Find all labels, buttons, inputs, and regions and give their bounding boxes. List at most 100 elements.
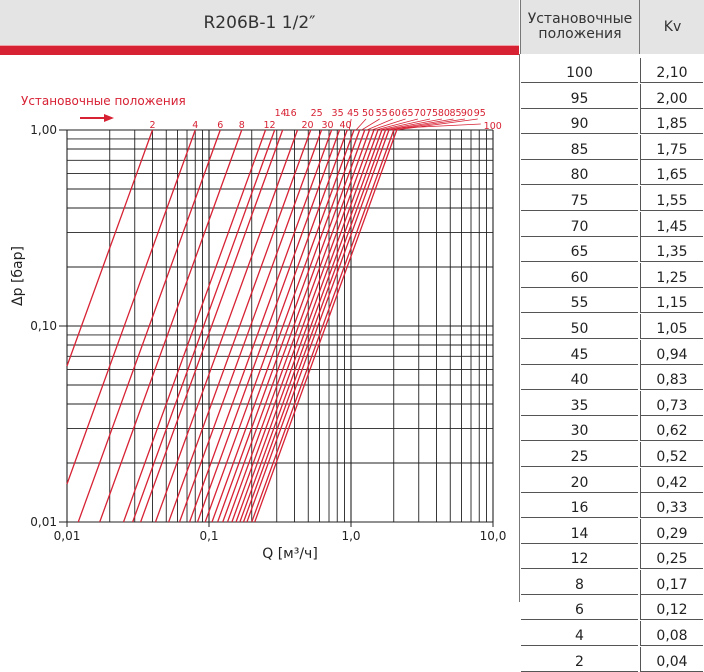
chart-title: R206B-1 1/2″ [0,0,519,45]
table-cell-position: 95 [521,84,638,109]
series-label-95: 95 [474,108,486,119]
series-leader-70 [375,118,419,131]
series-line-12 [122,129,267,523]
series-label-55: 55 [376,108,388,119]
series-line-20 [154,129,299,523]
table-cell-kv: 1,05 [640,313,703,339]
annotation-text: Установочные положения [21,94,186,108]
table-cell-kv: 0,42 [640,467,703,493]
series-lines [66,129,398,523]
table-row: 35 0,73 [519,390,704,417]
series-leader-85 [387,118,454,131]
table-row: 14 0,29 [519,518,704,545]
series-line-8 [99,129,243,523]
x-tick-label: 1,0 [341,529,360,543]
series-leader-55 [361,118,380,131]
table-cell-kv: 1,35 [640,237,703,263]
series-line-80 [239,129,383,523]
x-tick-label: 0,01 [54,529,81,543]
table-row: 55 1,15 [519,288,704,314]
table-cell-kv: 1,65 [640,160,703,186]
series-label-90: 90 [461,108,473,119]
table-cell-position: 55 [521,288,638,314]
table-cell-kv: 0,29 [640,518,703,544]
series-label-20: 20 [301,120,313,131]
series-label-80: 80 [438,108,450,119]
series-leader-90 [390,118,465,131]
flow-chart: 0,01 0,1 1,0 10,0 0,01 0,10 1,00 Q [м³/ч] Δp [ба… [0,55,519,602]
table-cell-kv: 0,73 [640,390,703,416]
series-line-70 [231,129,375,523]
table-cell-position: 35 [521,391,638,416]
series-line-65 [226,129,371,523]
chart-svg: 0,01 0,1 1,0 10,0 0,01 0,10 1,00 Q [м³/ч] Δp [ба… [10,94,507,562]
table-cell-kv: 1,45 [640,211,703,237]
table-row: 100 2,10 [519,58,704,84]
series-line-55 [217,129,361,523]
series-label-60: 60 [389,108,401,119]
table-cell-position: 50 [521,314,638,339]
series-line-25 [168,129,312,523]
series-line-50 [211,129,355,523]
series-label-30: 30 [321,120,333,131]
series-line-100 [254,129,398,523]
table-cell-position: 40 [521,365,638,391]
series-label-75: 75 [426,108,438,119]
y-tick-label: 0,10 [30,319,57,333]
table-row: 65 1,35 [519,237,704,263]
series-label-70: 70 [414,108,426,119]
table-cell-position: 4 [521,621,638,647]
table-row: 16 0,33 [519,493,704,519]
table-cell-position: 65 [521,237,638,263]
table-cell-position: 2 [521,647,638,672]
series-label-40: 40 [339,120,351,131]
series-line-35 [188,129,333,523]
series-line-4 [66,129,196,485]
table-cell-position: 6 [521,595,638,621]
series-leader-100 [400,123,481,129]
series-line-90 [246,129,390,523]
series-label-4: 4 [192,120,198,131]
title-text: R206B-1 1/2″ [203,12,316,33]
table-row: 4 0,08 [519,621,704,647]
series-line-16 [140,129,284,523]
series-label-12: 12 [263,120,275,131]
table-cell-kv: 0,25 [640,544,703,570]
series-label-35: 35 [332,108,344,119]
series-label-16: 16 [285,108,297,119]
table-cell-position: 45 [521,340,638,365]
x-axis-label: Q [м³/ч] [262,546,318,562]
series-label-14: 14 [275,108,287,119]
table-row: 25 0,52 [519,441,704,468]
table-row: 70 1,45 [519,211,704,238]
table-cell-position: 75 [521,186,638,211]
x-tick-label: 10,0 [480,529,507,543]
table-cell-kv: 1,25 [640,262,703,288]
table-cell-position: 70 [521,212,638,237]
series-label-2: 2 [149,120,155,131]
series-label-8: 8 [239,120,245,131]
series-line-95 [251,129,395,523]
table-cell-position: 90 [521,109,638,135]
series-line-60 [222,129,366,523]
table-cell-kv: 0,04 [640,646,703,672]
table-row: 40 0,83 [519,365,704,391]
table-cell-kv: 1,15 [640,288,703,314]
series-label-65: 65 [401,108,413,119]
series-label-25: 25 [311,108,323,119]
series-label-6: 6 [217,120,223,131]
table-row: 45 0,94 [519,339,704,366]
series-label-100: 100 [484,121,502,132]
series-line-40 [196,129,341,523]
y-tick-label: 0,01 [30,515,57,529]
series-line-14 [132,129,276,523]
series-leader-60 [366,118,393,131]
table-cell-position: 80 [521,160,638,186]
series-label-85: 85 [449,108,461,119]
table-cell-position: 25 [521,442,638,467]
table-cell-kv: 0,12 [640,595,703,621]
series-line-6 [77,129,221,523]
table-cell-kv: 1,55 [640,185,703,211]
table-cell-position: 30 [521,416,638,442]
